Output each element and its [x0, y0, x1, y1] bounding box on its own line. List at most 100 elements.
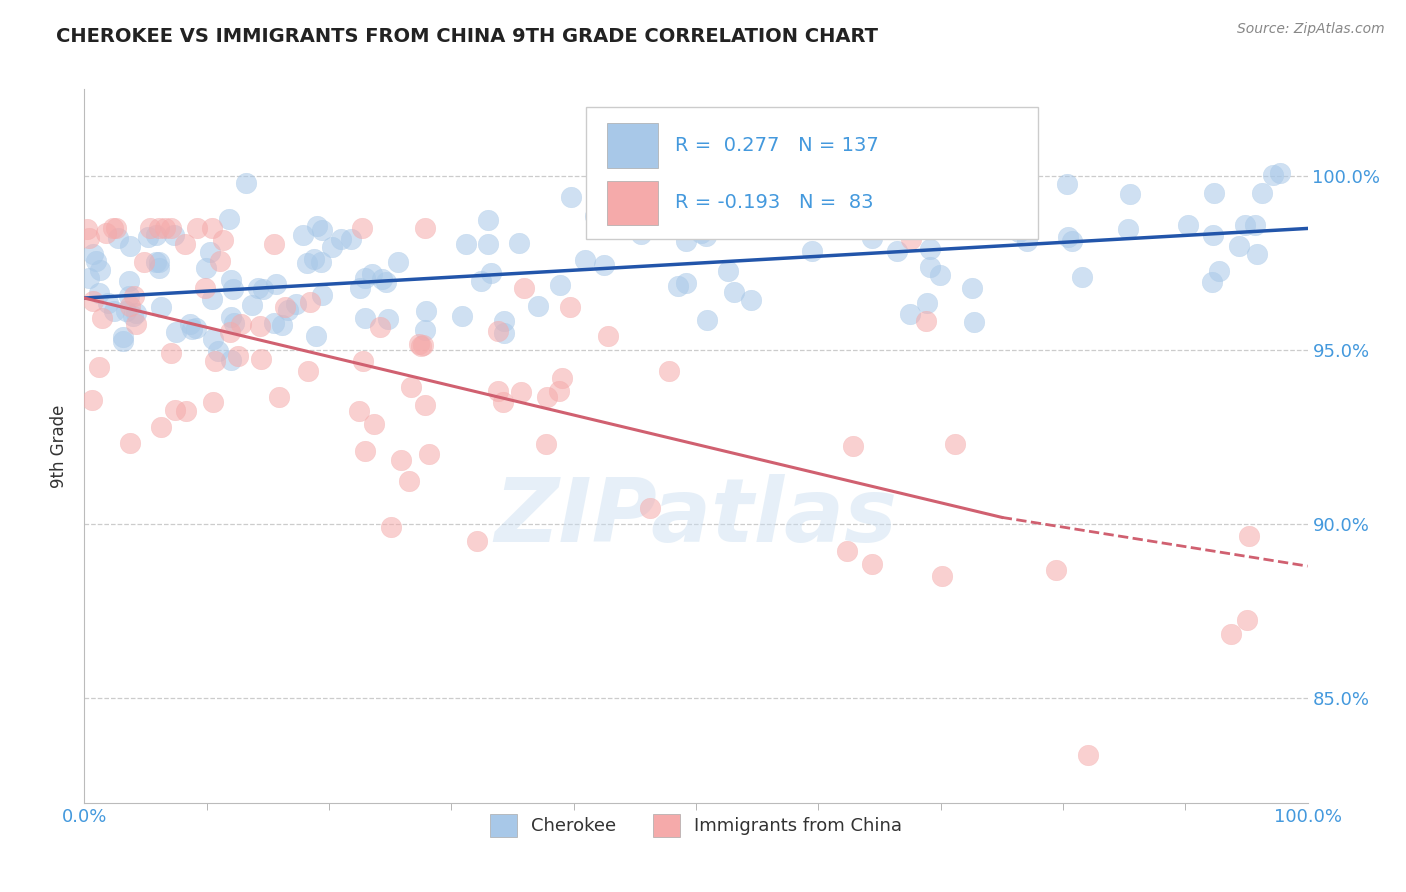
Point: [118, 238, 141, 252]
Point: [413, 322, 436, 336]
Point: [675, 276, 697, 290]
Point: [349, 281, 371, 295]
Point: [150, 420, 173, 434]
Point: [915, 314, 938, 328]
Point: [219, 352, 242, 367]
Point: [240, 298, 263, 312]
Point: [898, 307, 921, 321]
Point: [717, 264, 740, 278]
Point: [900, 232, 922, 246]
Point: [219, 273, 242, 287]
Point: [330, 232, 353, 246]
Point: [963, 315, 986, 329]
Point: [972, 162, 994, 177]
Point: [1236, 613, 1258, 627]
Point: [835, 544, 858, 558]
Point: [477, 212, 499, 227]
Point: [583, 209, 606, 223]
Point: [153, 221, 176, 235]
Point: [311, 288, 333, 302]
Point: [252, 282, 274, 296]
Point: [354, 311, 377, 326]
Point: [1071, 270, 1094, 285]
Point: [1201, 275, 1223, 289]
Text: R =  0.277   N = 137: R = 0.277 N = 137: [675, 136, 879, 155]
Point: [295, 256, 318, 270]
Point: [204, 354, 226, 368]
Point: [340, 232, 363, 246]
Point: [800, 244, 823, 258]
Point: [377, 312, 399, 326]
Point: [160, 346, 183, 360]
Point: [202, 394, 225, 409]
Point: [148, 254, 170, 268]
Point: [1056, 178, 1078, 192]
Point: [510, 385, 533, 400]
Point: [82, 294, 104, 309]
Point: [960, 280, 983, 294]
Point: [79, 270, 101, 285]
Point: [710, 215, 733, 229]
Text: CHEROKEE VS IMMIGRANTS FROM CHINA 9TH GRADE CORRELATION CHART: CHEROKEE VS IMMIGRANTS FROM CHINA 9TH GR…: [56, 27, 879, 45]
Point: [845, 211, 868, 225]
Point: [664, 207, 686, 221]
Point: [1045, 562, 1067, 576]
Point: [208, 254, 231, 268]
Point: [560, 301, 582, 315]
Point: [389, 452, 412, 467]
Point: [77, 231, 100, 245]
Point: [723, 285, 745, 300]
Point: [387, 255, 409, 269]
Point: [695, 229, 717, 244]
Point: [412, 338, 434, 352]
Point: [398, 474, 420, 488]
Point: [118, 289, 141, 303]
Point: [479, 266, 502, 280]
Point: [89, 263, 111, 277]
Point: [148, 260, 170, 275]
Point: [274, 301, 297, 315]
Point: [136, 230, 159, 244]
Point: [101, 221, 124, 235]
Point: [163, 402, 186, 417]
Point: [235, 176, 257, 190]
Point: [965, 205, 987, 219]
Point: [122, 309, 145, 323]
Point: [690, 227, 713, 241]
Point: [184, 321, 207, 335]
FancyBboxPatch shape: [586, 107, 1039, 239]
Point: [87, 285, 110, 300]
Point: [201, 221, 224, 235]
Point: [219, 326, 242, 340]
Point: [860, 558, 883, 572]
Point: [122, 289, 145, 303]
Point: [271, 318, 294, 332]
Point: [212, 233, 235, 247]
Point: [658, 363, 681, 377]
Point: [246, 281, 269, 295]
Point: [409, 339, 432, 353]
Point: [309, 255, 332, 269]
Point: [201, 332, 224, 346]
Point: [148, 221, 170, 235]
Point: [1011, 215, 1033, 229]
Point: [91, 311, 114, 326]
Point: [118, 274, 141, 288]
Point: [1237, 529, 1260, 543]
Point: [87, 360, 110, 375]
Point: [945, 437, 967, 451]
Point: [467, 533, 489, 548]
Point: [1233, 218, 1256, 232]
Point: [598, 329, 620, 343]
Point: [695, 141, 717, 155]
Point: [352, 354, 374, 368]
Bar: [606, 180, 658, 225]
Point: [492, 395, 515, 409]
Point: [1208, 264, 1230, 278]
Point: [560, 190, 582, 204]
Point: [630, 227, 652, 241]
Point: [321, 240, 343, 254]
Point: [266, 277, 288, 291]
Point: [94, 226, 117, 240]
Point: [80, 392, 103, 407]
